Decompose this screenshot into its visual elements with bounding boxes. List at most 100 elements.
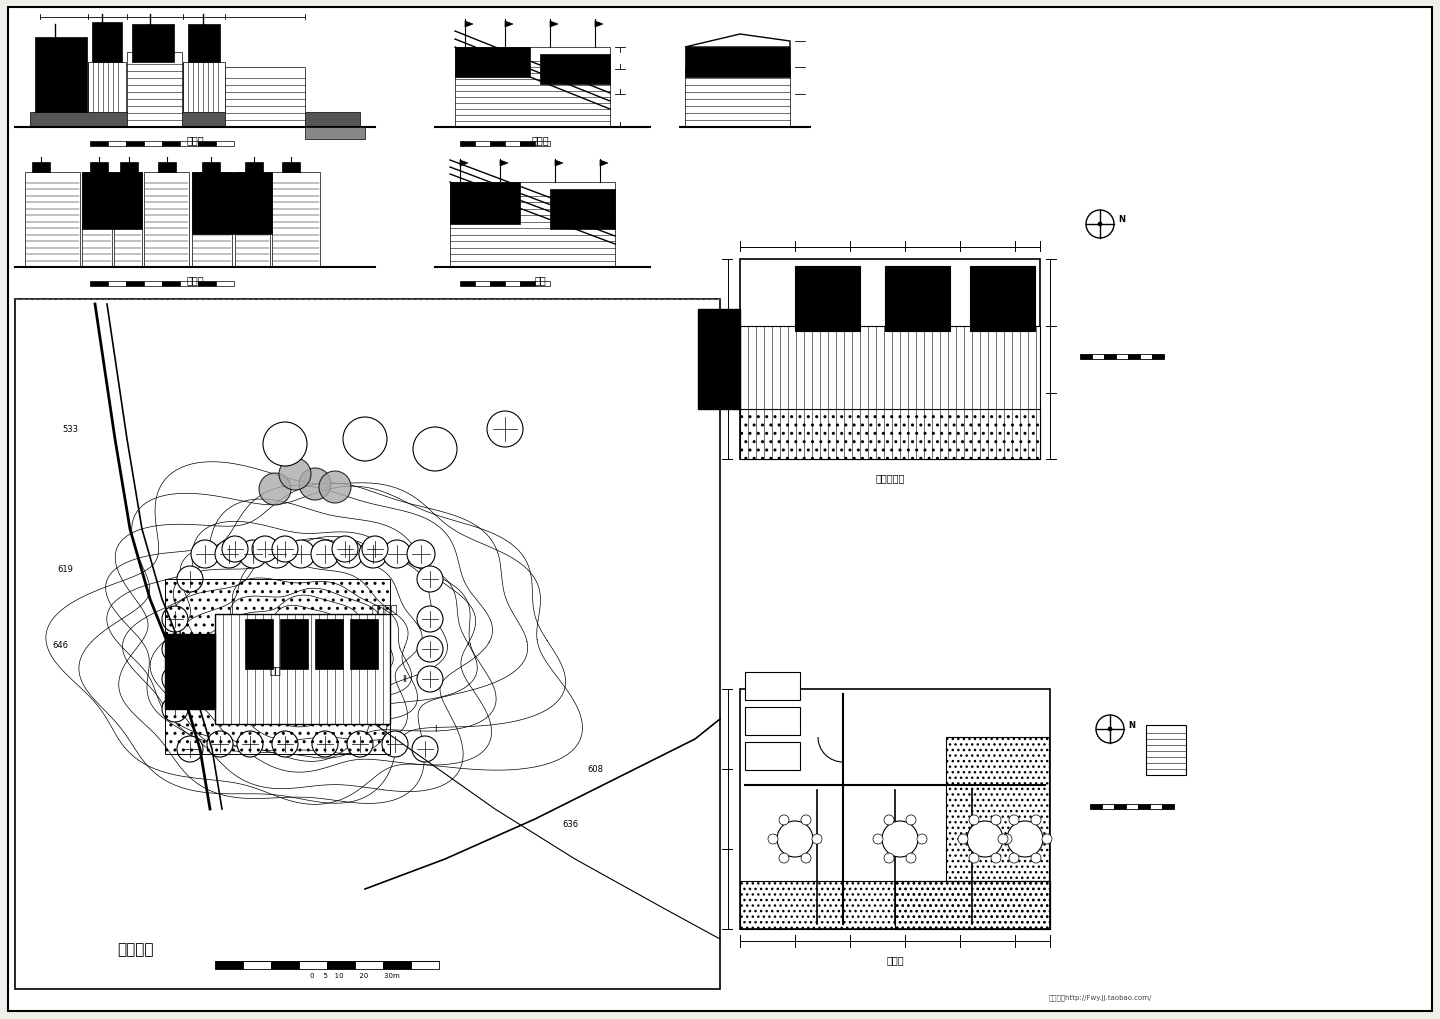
Text: 646: 646 — [52, 640, 68, 649]
Polygon shape — [465, 22, 472, 28]
Bar — [740, 881, 1050, 929]
Bar — [279, 620, 308, 669]
Polygon shape — [505, 22, 513, 28]
Circle shape — [884, 815, 894, 825]
Bar — [536, 142, 550, 147]
Circle shape — [418, 666, 444, 692]
Circle shape — [252, 536, 278, 562]
Circle shape — [884, 853, 894, 863]
Bar — [202, 163, 220, 173]
Text: 636: 636 — [562, 819, 577, 828]
Circle shape — [383, 540, 410, 569]
Bar — [144, 173, 189, 268]
Bar — [271, 961, 300, 969]
Bar — [451, 182, 520, 225]
Bar — [744, 707, 801, 736]
Bar — [896, 881, 1050, 929]
Bar — [199, 281, 216, 286]
Text: 北立面: 北立面 — [186, 275, 204, 284]
Bar — [475, 281, 490, 286]
Circle shape — [883, 821, 919, 857]
Bar — [88, 63, 127, 113]
Circle shape — [300, 469, 331, 500]
Bar — [740, 327, 1040, 460]
Bar — [91, 281, 108, 286]
Bar — [282, 163, 300, 173]
Bar — [14, 300, 720, 989]
Circle shape — [1031, 815, 1041, 825]
Circle shape — [239, 540, 266, 569]
Bar — [1126, 804, 1138, 809]
Bar — [166, 580, 390, 754]
Bar — [1080, 355, 1092, 360]
Circle shape — [412, 737, 438, 762]
Bar — [475, 142, 490, 147]
Circle shape — [778, 821, 814, 857]
Bar — [189, 25, 220, 63]
Bar — [215, 961, 243, 969]
Bar — [114, 173, 143, 268]
Bar — [82, 173, 143, 229]
Bar — [30, 113, 360, 127]
Bar — [1152, 355, 1164, 360]
Bar — [108, 281, 127, 286]
Bar — [1162, 804, 1174, 809]
Circle shape — [873, 835, 883, 844]
Bar — [520, 142, 536, 147]
Circle shape — [163, 666, 189, 692]
Text: 608: 608 — [588, 764, 603, 773]
Circle shape — [264, 423, 307, 467]
Bar — [744, 673, 801, 700]
Text: 山顶平台: 山顶平台 — [372, 604, 399, 614]
Bar — [490, 281, 505, 286]
Bar — [1140, 355, 1152, 360]
Text: 茶室: 茶室 — [269, 664, 281, 675]
Circle shape — [1086, 211, 1115, 238]
Circle shape — [991, 815, 1001, 825]
Bar — [1090, 804, 1102, 809]
Bar — [272, 173, 320, 268]
Bar — [744, 742, 801, 770]
Bar — [1151, 804, 1162, 809]
Circle shape — [418, 606, 444, 633]
Bar — [180, 142, 199, 147]
Bar — [946, 738, 1048, 881]
Bar — [300, 961, 327, 969]
Bar — [163, 281, 180, 286]
Polygon shape — [685, 35, 791, 48]
Circle shape — [418, 567, 444, 592]
Circle shape — [359, 540, 387, 569]
Circle shape — [768, 835, 778, 844]
Bar — [315, 620, 343, 669]
Bar — [886, 267, 950, 331]
Circle shape — [408, 540, 435, 569]
Bar — [158, 163, 176, 173]
Circle shape — [238, 732, 264, 757]
Bar — [459, 142, 475, 147]
Bar — [685, 48, 791, 77]
Bar — [192, 173, 272, 234]
Bar — [127, 281, 144, 286]
Bar — [180, 281, 199, 286]
Bar — [35, 38, 86, 113]
Text: 屋顶平面图: 屋顶平面图 — [876, 473, 904, 483]
Bar — [225, 68, 305, 127]
Bar — [120, 163, 138, 173]
Circle shape — [347, 732, 373, 757]
Bar — [199, 142, 216, 147]
Circle shape — [1099, 223, 1102, 227]
Bar — [490, 142, 505, 147]
Text: 总平面图: 总平面图 — [117, 942, 153, 957]
Polygon shape — [459, 161, 468, 167]
Bar — [451, 182, 615, 268]
Bar — [245, 620, 274, 669]
Bar — [459, 281, 475, 286]
Polygon shape — [305, 127, 364, 140]
Circle shape — [343, 418, 387, 462]
Bar — [536, 281, 550, 286]
Text: 本文来自http://Fwy.jj.taobao.com/: 本文来自http://Fwy.jj.taobao.com/ — [1048, 994, 1152, 1001]
Bar — [350, 620, 379, 669]
Circle shape — [801, 853, 811, 863]
Circle shape — [312, 732, 338, 757]
Bar — [127, 142, 144, 147]
